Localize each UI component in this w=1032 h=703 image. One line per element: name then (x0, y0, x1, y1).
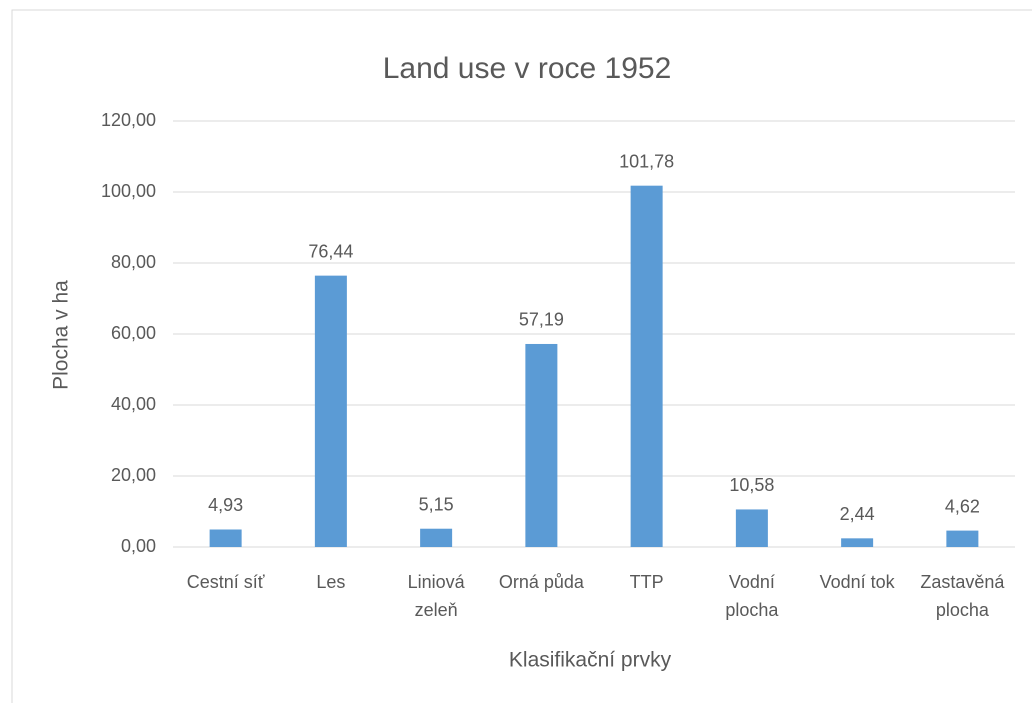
x-tick-label: Vodní tok (819, 572, 895, 592)
data-label: 76,44 (308, 241, 353, 261)
y-tick-label: 40,00 (111, 394, 156, 414)
data-label: 57,19 (519, 310, 564, 330)
y-tick-label: 60,00 (111, 323, 156, 343)
x-tick-label: Les (316, 572, 346, 592)
bar (314, 275, 347, 547)
data-label: 10,58 (729, 475, 774, 495)
chart-title: Land use v roce 1952 (383, 52, 672, 85)
bar (841, 538, 874, 547)
x-tick-label: Zastavěná plocha (920, 572, 1005, 620)
chart-border (11, 9, 1032, 703)
x-tick-label: Liniová zeleň (407, 572, 465, 620)
x-tick-label: Cestní síť (186, 572, 265, 592)
bar (735, 509, 768, 547)
data-label: 101,78 (619, 151, 674, 171)
bar (420, 528, 453, 547)
data-label: 2,44 (840, 504, 875, 524)
x-tick-label: TTP (629, 572, 664, 592)
data-label: 4,62 (945, 496, 980, 516)
bar (525, 343, 558, 547)
data-label: 4,93 (208, 495, 243, 515)
x-tick-label: Vodní plocha (725, 572, 779, 620)
y-tick-label: 120,00 (101, 110, 156, 130)
x-tick-label: Orná půda (498, 572, 584, 592)
bar (946, 530, 979, 547)
bar (630, 185, 663, 547)
y-tick-label: 0,00 (121, 536, 156, 556)
y-axis-label: Plocha v ha (50, 280, 73, 390)
y-tick-label: 100,00 (101, 181, 156, 201)
bar (209, 529, 242, 547)
y-tick-label: 20,00 (111, 465, 156, 485)
y-tick-label: 80,00 (111, 252, 156, 272)
data-label: 5,15 (419, 494, 454, 514)
x-axis-label: Klasifikační prvky (509, 649, 672, 672)
